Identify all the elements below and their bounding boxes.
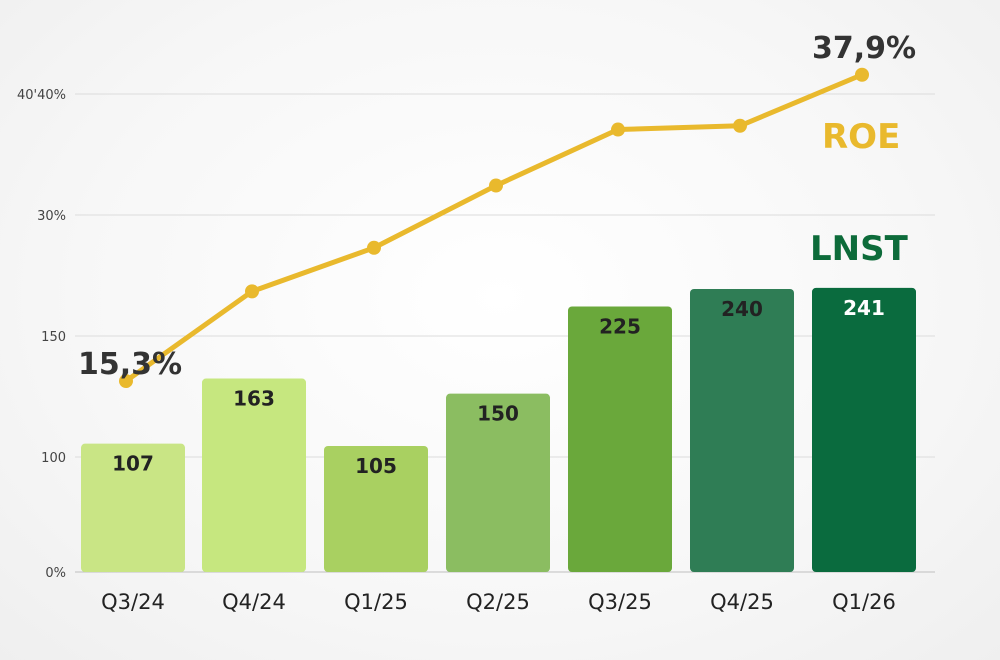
roe-point [489,178,503,193]
roe-last-annotation: 37,9% [812,31,916,66]
roe-point [245,284,259,299]
roe-point [611,122,625,137]
roe-point [855,67,869,82]
x-category-label: Q4/24 [222,590,286,614]
bars [81,287,916,572]
roe-first-annotation: 15,3% [78,347,182,382]
bar-labels: 107 163 105 150 225 240 241 [112,296,885,478]
legend-roe: ROE [822,117,900,157]
y-tick-label: 40'40% [17,88,66,103]
lnst-bar [324,446,428,572]
y-tick-label: 30% [37,209,66,224]
roe-point [367,240,381,255]
roe-line-series [119,67,869,389]
lnst-bar [446,393,550,572]
bar-value-label: 241 [843,296,885,320]
x-category-label: Q3/25 [588,590,652,614]
roe-point [119,374,133,389]
lnst-bar [568,306,672,572]
x-category-label: Q1/26 [832,590,896,614]
x-category-label: Q1/25 [344,590,408,614]
lnst-bar [812,287,916,572]
x-category-label: Q3/24 [101,590,165,614]
bar-value-label: 105 [355,454,397,478]
bar-value-label: 163 [233,387,275,411]
roe-point [733,118,747,133]
x-axis-labels: Q3/24 Q4/24 Q1/25 Q2/25 Q3/25 Q4/25 Q1/26 [101,590,896,614]
legend-lnst: LNST [810,229,909,269]
bar-value-label: 150 [477,402,519,426]
y-tick-label: 0% [45,566,66,581]
y-tick-label: 150 [41,330,66,345]
bar-value-label: 240 [721,297,763,321]
bar-value-label: 225 [599,314,641,338]
x-category-label: Q2/25 [466,590,530,614]
lnst-bar [690,288,794,572]
y-tick-label: 100 [41,451,66,466]
lnst-bar [81,443,185,572]
bar-value-label: 107 [112,452,154,476]
y-axis-ticks: 0% 100 150 30% 40'40% [17,88,66,581]
x-category-label: Q4/25 [710,590,774,614]
lnst-bar [202,378,306,572]
